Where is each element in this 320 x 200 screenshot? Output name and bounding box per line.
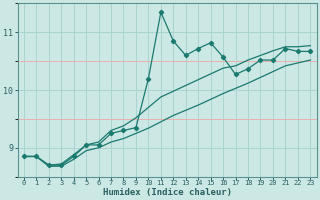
X-axis label: Humidex (Indice chaleur): Humidex (Indice chaleur) (103, 188, 232, 197)
